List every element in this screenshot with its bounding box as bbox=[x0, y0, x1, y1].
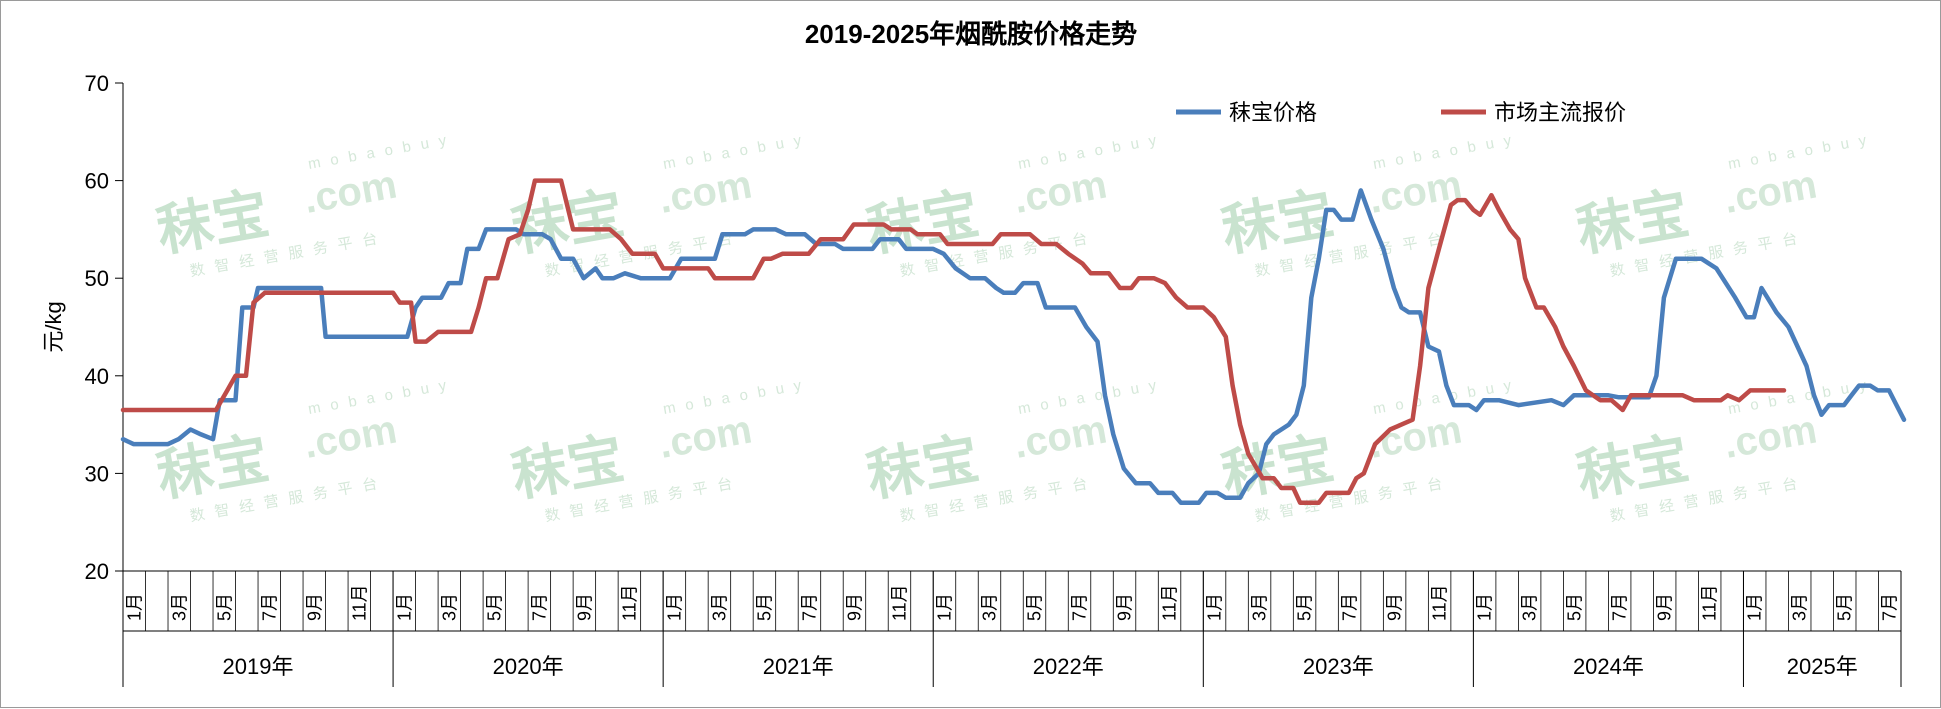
series-layer bbox=[120, 178, 1907, 505]
x-month-label: 5月 bbox=[484, 593, 504, 621]
x-month-label: 7月 bbox=[259, 593, 279, 621]
y-tick-label: 30 bbox=[85, 461, 109, 486]
x-month-label: 5月 bbox=[754, 593, 774, 621]
chart-title: 2019-2025年烟酰胺价格走势 bbox=[805, 19, 1137, 49]
x-month-label: 7月 bbox=[1880, 593, 1900, 621]
y-axis-label: 元/kg bbox=[41, 301, 66, 352]
x-month-label: 3月 bbox=[439, 593, 459, 621]
x-month-label: 9月 bbox=[1655, 593, 1675, 621]
x-month-label: 3月 bbox=[169, 593, 189, 621]
y-axis: 20 30 40 50 60 70 bbox=[85, 71, 124, 584]
y-tick-label: 20 bbox=[85, 559, 109, 584]
x-month-label: 3月 bbox=[1250, 593, 1270, 621]
x-month-label: 7月 bbox=[799, 593, 819, 621]
x-year-label: 2020年 bbox=[493, 654, 564, 679]
y-tick-label: 40 bbox=[85, 364, 109, 389]
x-month-label: 7月 bbox=[1610, 593, 1630, 621]
x-month-label: 1月 bbox=[934, 593, 954, 621]
legend-label-mobao: 秣宝价格 bbox=[1229, 100, 1317, 125]
x-month-label: 11月 bbox=[349, 584, 369, 621]
x-month-label: 3月 bbox=[979, 593, 999, 621]
x-month-label: 5月 bbox=[214, 593, 234, 621]
y-tick-label: 50 bbox=[85, 266, 109, 291]
x-month-label: 1月 bbox=[394, 593, 414, 621]
x-month-label: 9月 bbox=[1115, 593, 1135, 621]
x-month-label: 3月 bbox=[1520, 593, 1540, 621]
x-year-label: 2022年 bbox=[1033, 654, 1104, 679]
x-month-label: 11月 bbox=[1430, 584, 1450, 621]
x-month-label: 3月 bbox=[709, 593, 729, 621]
x-month-label: 11月 bbox=[619, 584, 639, 621]
x-month-label: 5月 bbox=[1025, 593, 1045, 621]
series-line-market bbox=[120, 178, 1787, 505]
x-month-label: 9月 bbox=[1385, 593, 1405, 621]
legend-label-market: 市场主流报价 bbox=[1494, 100, 1626, 125]
x-month-label: 7月 bbox=[1340, 593, 1360, 621]
x-month-label: 9月 bbox=[574, 593, 594, 621]
x-year-label: 2025年 bbox=[1787, 654, 1858, 679]
x-month-label: 9月 bbox=[844, 593, 864, 621]
x-month-label: 11月 bbox=[889, 584, 909, 621]
legend: 秣宝价格 市场主流报价 bbox=[1176, 100, 1626, 125]
x-year-label: 2024年 bbox=[1573, 654, 1644, 679]
y-tick-label: 60 bbox=[85, 169, 109, 194]
x-axis: 1月 3月 5月 7月 9月 11月 1月 3月 5月 7月 9月 11月 1月 3月 5月 7月 9月 11月 1… bbox=[122, 570, 1902, 687]
x-month-label: 5月 bbox=[1565, 593, 1585, 621]
x-month-label: 1月 bbox=[1745, 593, 1765, 621]
x-month-label: 1月 bbox=[664, 593, 684, 621]
x-year-label: 2023年 bbox=[1303, 654, 1374, 679]
x-month-label: 5月 bbox=[1835, 593, 1855, 621]
x-month-label: 1月 bbox=[1475, 593, 1495, 621]
x-year-label: 2019年 bbox=[223, 654, 294, 679]
x-month-label: 11月 bbox=[1160, 584, 1180, 621]
x-month-label: 1月 bbox=[1205, 593, 1225, 621]
x-month-label: 1月 bbox=[124, 593, 144, 621]
x-month-label: 3月 bbox=[1790, 593, 1810, 621]
x-month-label: 5月 bbox=[1295, 593, 1315, 621]
x-month-label: 9月 bbox=[304, 593, 324, 621]
x-month-label: 7月 bbox=[1070, 593, 1090, 621]
y-tick-label: 70 bbox=[85, 71, 109, 96]
x-month-label: 7月 bbox=[529, 593, 549, 621]
x-year-label: 2021年 bbox=[763, 654, 834, 679]
x-month-label: 11月 bbox=[1700, 584, 1720, 621]
